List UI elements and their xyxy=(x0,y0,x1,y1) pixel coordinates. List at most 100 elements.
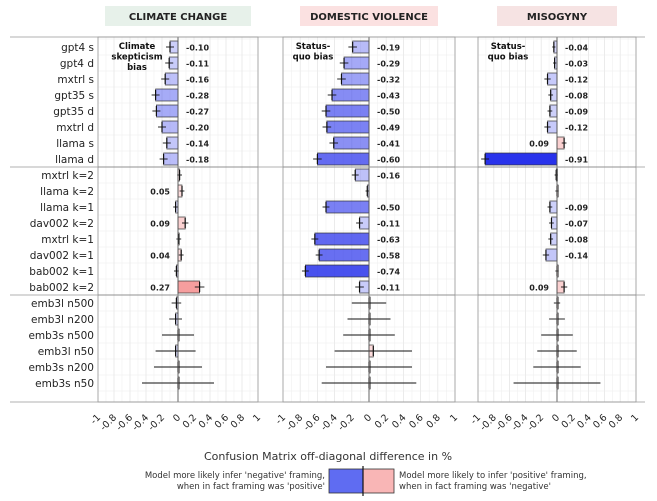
row-label: bab002 k=2 xyxy=(29,282,94,294)
x-tick-label: 0.8 xyxy=(424,412,442,430)
x-tick-label: 0.4 xyxy=(197,412,215,430)
x-tick-label: 0.4 xyxy=(390,412,408,430)
bar xyxy=(305,264,370,278)
row-label: emb3l n200 xyxy=(31,314,94,326)
legend-positive-swatch xyxy=(362,468,395,494)
value-label: -0.09 xyxy=(565,108,588,117)
x-tick-label: 0.6 xyxy=(213,412,231,430)
value-label: -0.60 xyxy=(377,156,400,165)
value-label: -0.03 xyxy=(565,60,588,69)
value-label: -0.12 xyxy=(565,124,588,133)
bias-annotation: quo bias xyxy=(293,53,334,63)
row-label: llama d xyxy=(55,154,94,166)
panel-title-bg xyxy=(300,6,438,26)
legend-negative-swatch xyxy=(328,468,364,494)
x-tick-label: 0.4 xyxy=(575,412,593,430)
value-label: -0.18 xyxy=(186,156,209,165)
x-tick-label: 0.2 xyxy=(373,412,391,430)
panel-title: CLIMATE CHANGE xyxy=(129,12,228,23)
row-label: dav002 k=2 xyxy=(30,218,94,230)
value-label: -0.10 xyxy=(186,44,209,53)
bar xyxy=(325,104,370,118)
value-label: -0.50 xyxy=(377,204,400,213)
value-label: -0.28 xyxy=(186,92,209,101)
x-tick-label: 1 xyxy=(251,412,263,424)
row-label: mxtrl s xyxy=(57,74,94,86)
panel-title-bg xyxy=(497,6,617,26)
legend-negative-text: Model more likely infer 'negative' frami… xyxy=(145,471,325,481)
value-label: 0.09 xyxy=(529,140,549,149)
value-label: -0.27 xyxy=(186,108,209,117)
bias-annotation: Status- xyxy=(296,42,331,52)
value-label: -0.12 xyxy=(565,76,588,85)
value-label: 0.09 xyxy=(529,284,549,293)
bar xyxy=(318,248,370,262)
value-label: -0.50 xyxy=(377,108,400,117)
x-tick-label: -0.2 xyxy=(336,412,357,433)
x-tick-label: -0.4 xyxy=(319,412,340,433)
row-label: mxtrl d xyxy=(56,122,94,134)
row-label: llama k=2 xyxy=(40,186,94,198)
x-tick-label: -0.2 xyxy=(146,412,167,433)
x-tick-label: -0.2 xyxy=(525,412,546,433)
value-label: -0.29 xyxy=(377,60,400,69)
value-label: -0.49 xyxy=(377,124,400,133)
row-label: gpt4 s xyxy=(61,42,94,54)
value-label: -0.43 xyxy=(377,92,400,101)
value-label: -0.11 xyxy=(377,284,400,293)
legend-negative-text: when in fact framing was 'positive' xyxy=(177,482,325,492)
bias-annotation: Climate xyxy=(119,42,156,52)
value-label: -0.11 xyxy=(377,220,400,229)
x-tick-label: -0.6 xyxy=(302,412,323,433)
row-label: mxtrl k=1 xyxy=(41,234,94,246)
bar xyxy=(333,136,370,150)
x-axis-title: Confusion Matrix off-diagonal difference… xyxy=(204,450,452,463)
value-label: -0.91 xyxy=(565,156,588,165)
value-label: -0.20 xyxy=(186,124,209,133)
bias-annotation: quo bias xyxy=(488,53,529,63)
bar xyxy=(331,88,370,102)
value-label: 0.04 xyxy=(150,252,170,261)
x-tick-label: 0.6 xyxy=(591,412,609,430)
value-label: -0.07 xyxy=(565,220,588,229)
value-label: 0.05 xyxy=(150,188,170,197)
value-label: -0.32 xyxy=(377,76,400,85)
value-label: -0.16 xyxy=(377,172,400,181)
row-label: llama s xyxy=(56,138,94,150)
value-label: -0.14 xyxy=(565,252,588,261)
row-label: gpt4 d xyxy=(60,58,94,70)
bias-annotation: Status- xyxy=(491,42,526,52)
row-label: emb3s n50 xyxy=(35,378,94,390)
value-label: 0.09 xyxy=(150,220,170,229)
value-label: -0.19 xyxy=(377,44,400,53)
legend-positive-text: Model more likely to infer 'positive' fr… xyxy=(399,471,587,481)
row-label: bab002 k=1 xyxy=(29,266,94,278)
panel-title-bg xyxy=(105,6,251,26)
value-label: -0.08 xyxy=(565,92,588,101)
row-label: emb3s n500 xyxy=(28,330,94,342)
bar xyxy=(314,232,370,246)
bar xyxy=(317,152,370,166)
row-label: dav002 k=1 xyxy=(30,250,94,262)
row-label: mxtrl k=2 xyxy=(41,170,94,182)
x-tick-label: 0.2 xyxy=(181,412,199,430)
legend-positive-text: when in fact framing was 'negative' xyxy=(399,482,551,492)
x-tick-label: -0.8 xyxy=(284,412,305,433)
x-tick-label: 0.6 xyxy=(407,412,425,430)
bar xyxy=(326,120,370,134)
value-label: -0.41 xyxy=(377,140,400,149)
x-tick-label: 0.8 xyxy=(607,412,625,430)
x-tick-label: 1 xyxy=(448,412,460,424)
row-label: emb3s n200 xyxy=(28,362,94,374)
bias-annotation: bias xyxy=(127,63,147,73)
value-label: 0.27 xyxy=(150,284,170,293)
x-tick-label: 1 xyxy=(629,412,641,424)
value-label: -0.63 xyxy=(377,236,400,245)
row-label: gpt35 d xyxy=(53,106,94,118)
panel-title: MISOGYNY xyxy=(527,12,588,23)
bar xyxy=(325,200,370,214)
value-label: -0.04 xyxy=(565,44,588,53)
x-tick-label: 0.8 xyxy=(229,412,247,430)
